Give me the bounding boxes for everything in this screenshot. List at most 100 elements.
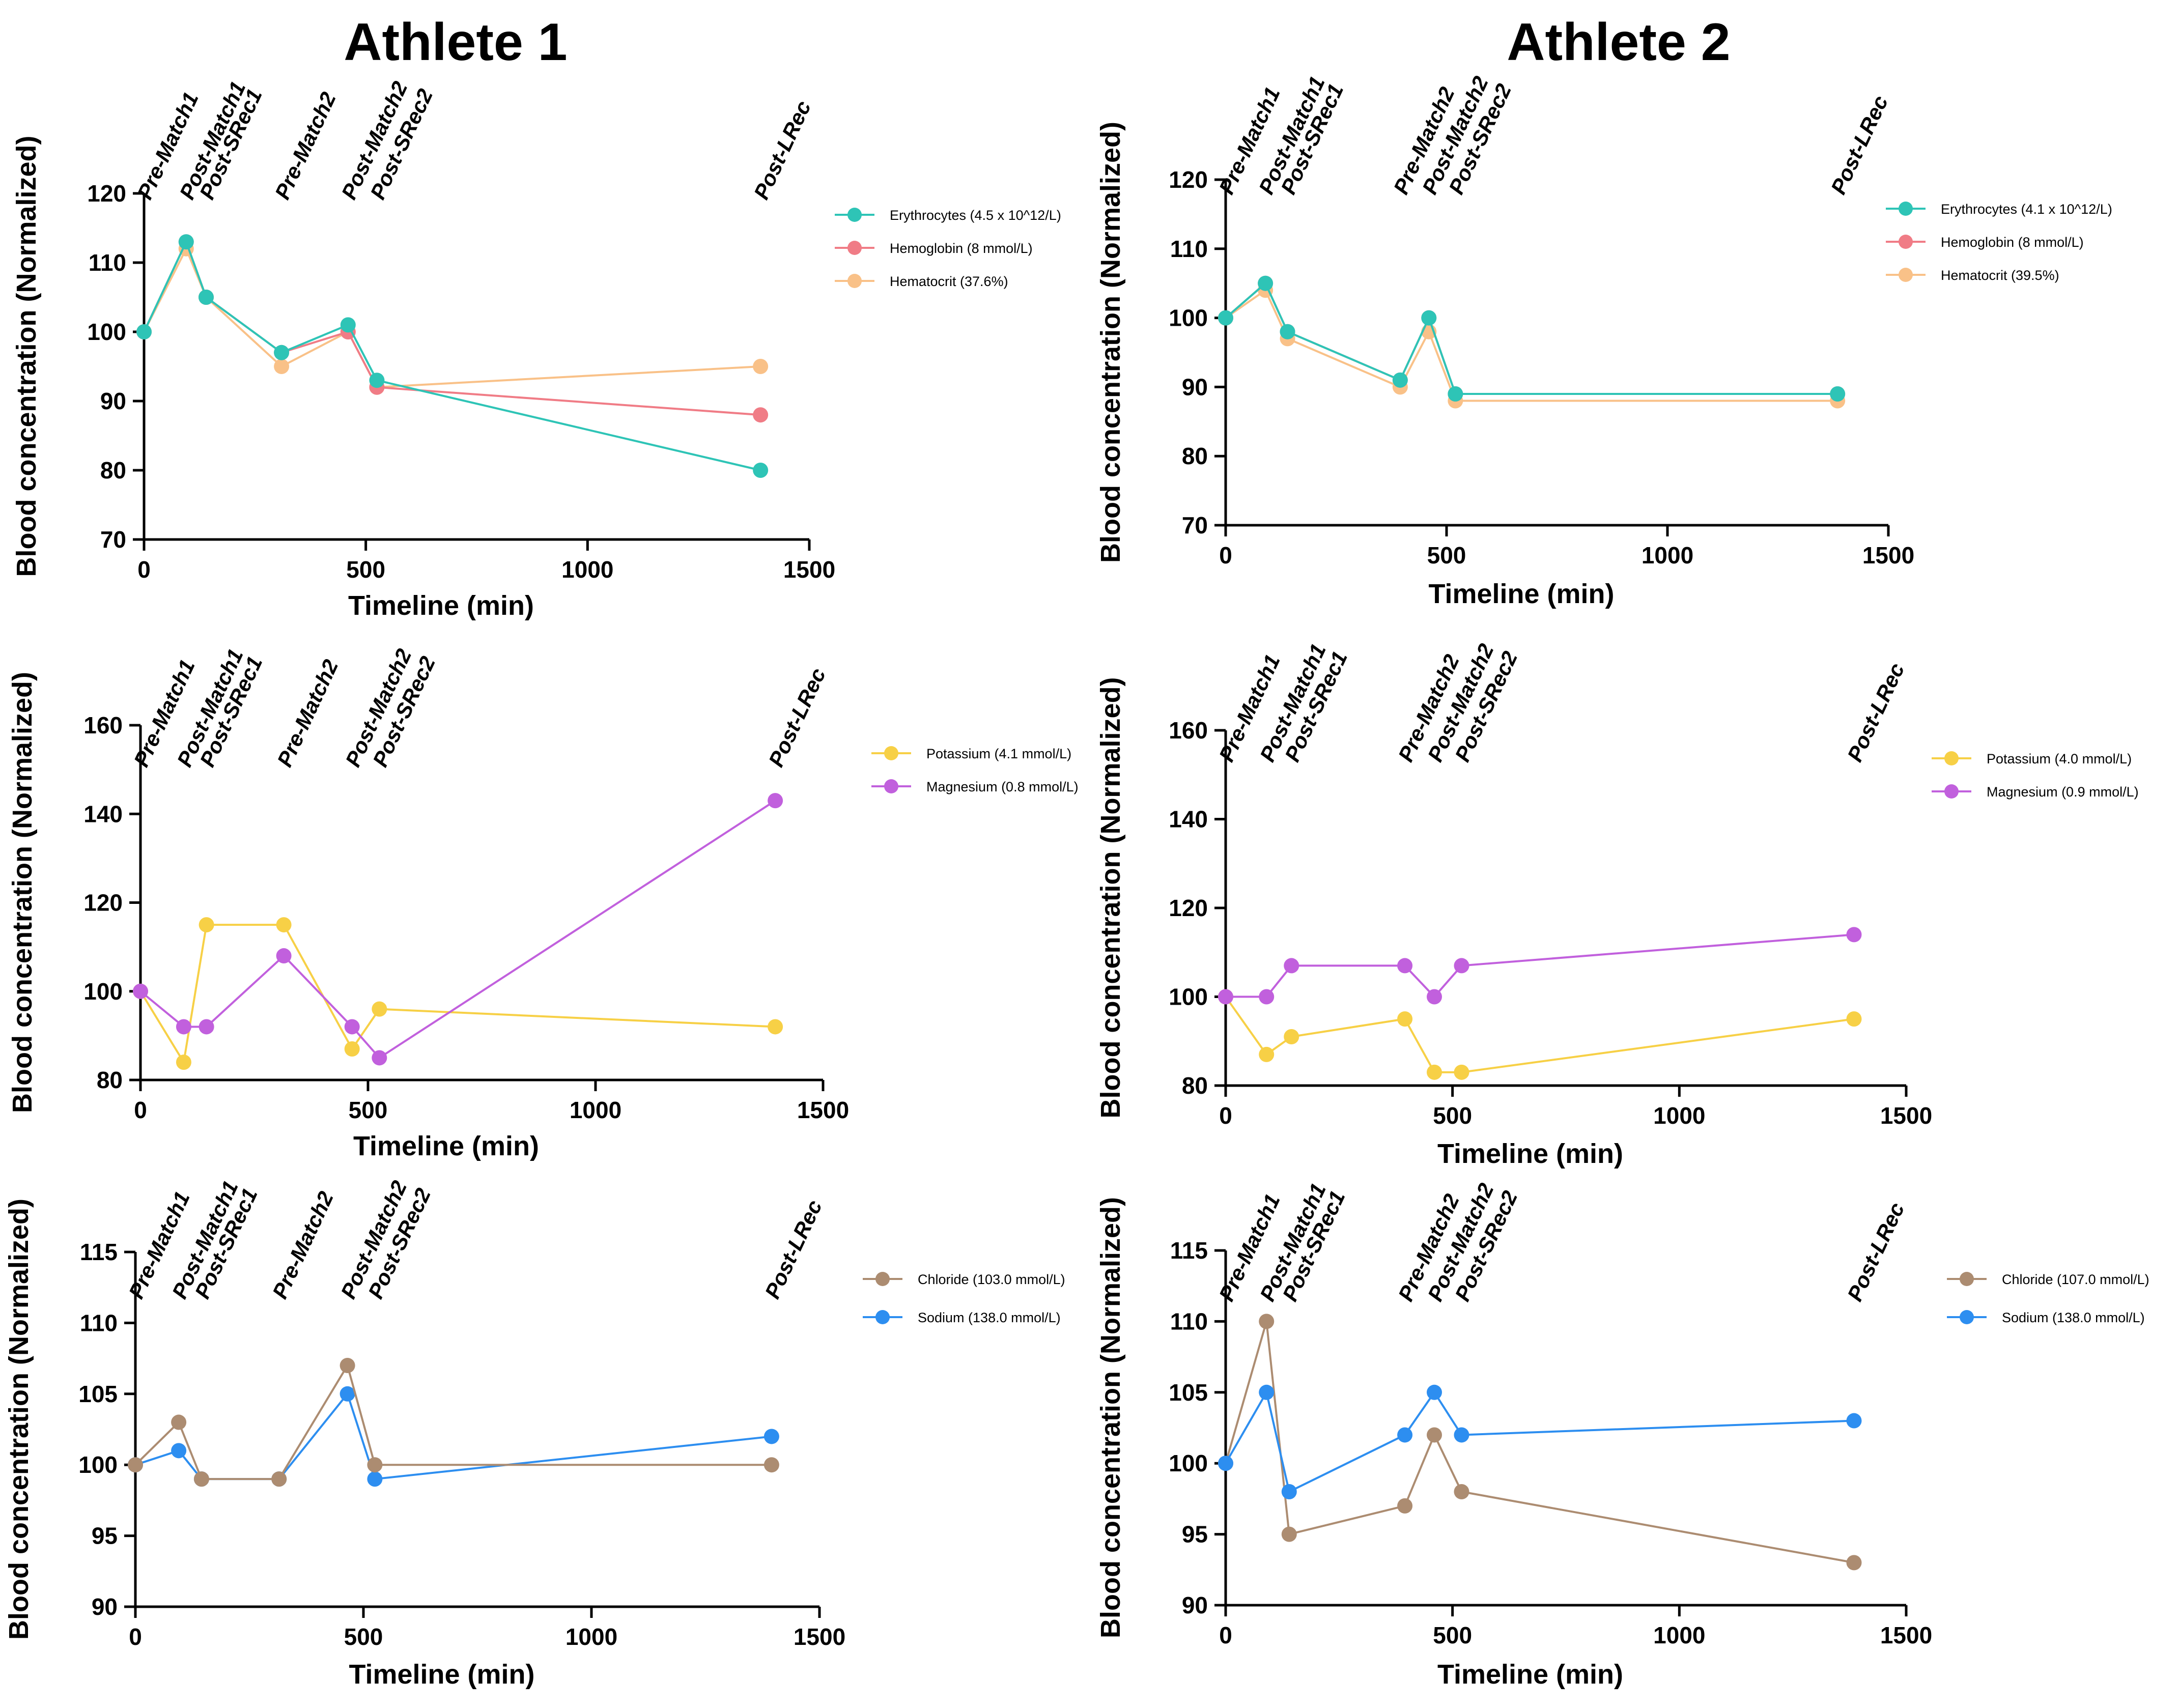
legend-marker-hematocrit: [847, 274, 862, 288]
y-tick-label: 80: [97, 1067, 123, 1093]
timepoint-label: Pre-Match2: [270, 89, 341, 203]
x-axis-title: Timeline (min): [1428, 579, 1614, 609]
legend-marker-erythrocytes: [1899, 202, 1913, 216]
data-point-magnesium: [1259, 989, 1275, 1005]
series-line-magnesium: [1226, 933, 1854, 999]
y-tick-label: 90: [92, 1593, 118, 1620]
data-point-erythrocytes: [178, 234, 194, 250]
legend-marker-erythrocytes: [847, 208, 862, 222]
x-tick-label: 0: [1219, 542, 1232, 568]
data-point-hematocrit: [274, 359, 290, 374]
data-point-potassium: [1259, 1046, 1275, 1062]
data-point-magnesium: [1454, 958, 1469, 974]
legend-marker-chloride: [875, 1272, 890, 1286]
legend-label-sodium: Sodium (138.0 mmol/L): [918, 1310, 1061, 1325]
y-tick-label: 140: [1169, 806, 1208, 833]
data-point-chloride: [128, 1457, 143, 1473]
legend-label-hematocrit: Hematocrit (39.5%): [1941, 268, 2059, 283]
legend-marker-sodium: [1960, 1310, 1974, 1324]
y-axis-title: Blood concentration (Normalized): [7, 672, 38, 1113]
legend-marker-hematocrit: [1899, 268, 1913, 282]
data-point-potassium: [372, 1001, 387, 1017]
data-point-sodium: [1281, 1484, 1297, 1499]
data-point-magnesium: [1846, 927, 1862, 943]
data-point-magnesium: [372, 1050, 387, 1066]
series-line-hematocrit: [143, 246, 761, 388]
y-axis-title: Blood concentration (Normalized): [1095, 1197, 1126, 1638]
data-point-magnesium: [1427, 989, 1442, 1005]
data-point-erythrocytes: [1421, 310, 1437, 326]
legend-label-magnesium: Magnesium (0.9 mmol/L): [1987, 784, 2139, 800]
data-point-erythrocytes: [1448, 386, 1463, 402]
x-tick-label: 0: [1219, 1102, 1232, 1129]
x-axis-title: Timeline (min): [1437, 1659, 1623, 1690]
y-tick-label: 100: [1169, 305, 1208, 331]
data-point-chloride: [1427, 1427, 1442, 1443]
legend-label-hemoglobin: Hemoglobin (8 mmol/L): [890, 241, 1033, 256]
legend-marker-potassium: [884, 746, 898, 760]
chart-panel-a2-electrolytes-nacl: 90 95 100 105 110 115 0 500 1000 1500 Timeline (mi…: [1095, 1180, 2149, 1690]
y-tick-label: 95: [1182, 1521, 1208, 1548]
y-tick-label: 95: [92, 1523, 118, 1549]
y-axis-title: Blood concentration (Normalized): [1095, 122, 1126, 563]
legend-marker-hemoglobin: [847, 241, 862, 255]
y-axis-title: Blood concentration (Normalized): [4, 1199, 34, 1640]
data-point-sodium: [1259, 1384, 1275, 1400]
y-tick-label: 105: [1169, 1379, 1208, 1406]
timepoint-label: Post-LRec: [1843, 660, 1909, 765]
data-point-erythrocytes: [1218, 310, 1233, 326]
data-point-potassium: [176, 1055, 191, 1070]
athlete-2-header: Athlete 2: [1507, 13, 1730, 72]
data-point-sodium: [1218, 1456, 1233, 1471]
legend-marker-magnesium: [1944, 784, 1959, 799]
chart-panel-a1-electrolytes-km: 80 100 120 140 160 0 500 1000 1500 Timeline (min)…: [7, 645, 1079, 1161]
y-tick-label: 160: [1169, 717, 1208, 744]
series-line-hemoglobin: [143, 239, 761, 416]
legend-marker-sodium: [875, 1310, 890, 1324]
legend-label-hematocrit: Hematocrit (37.6%): [890, 274, 1008, 289]
x-tick-label: 1000: [565, 1624, 617, 1650]
data-point-potassium: [199, 917, 214, 933]
y-tick-label: 120: [83, 890, 123, 916]
data-point-magnesium: [1397, 958, 1413, 974]
series-line-potassium: [1225, 996, 1854, 1073]
y-tick-label: 90: [100, 388, 126, 414]
y-tick-label: 100: [87, 319, 126, 345]
data-point-chloride: [1397, 1498, 1413, 1514]
data-point-chloride: [171, 1414, 187, 1430]
data-point-magnesium: [768, 793, 783, 809]
x-tick-label: 500: [346, 556, 385, 583]
series-line-chloride: [1225, 1321, 1854, 1564]
y-tick-label: 80: [100, 457, 126, 483]
data-point-erythrocytes: [369, 373, 385, 388]
timepoint-label: Post-LRec: [1826, 92, 1892, 198]
chart-panel-a1-blood-cells: 70 80 90 100 110 120 0 500 1000 1500 Timeline (min…: [11, 78, 1061, 621]
data-point-erythrocytes: [136, 324, 152, 339]
legend-label-potassium: Potassium (4.1 mmol/L): [926, 746, 1071, 761]
data-point-magnesium: [176, 1019, 191, 1035]
legend-marker-hemoglobin: [1899, 235, 1913, 249]
x-axis-title: Timeline (min): [349, 1659, 534, 1690]
data-point-erythrocytes: [1830, 386, 1846, 402]
x-tick-label: 1500: [1880, 1622, 1932, 1648]
timepoint-label: Pre-Match2: [268, 1188, 338, 1302]
y-tick-label: 110: [1170, 236, 1208, 262]
y-tick-label: 100: [1169, 984, 1208, 1010]
data-point-erythrocytes: [1392, 372, 1408, 388]
x-axis-title: Timeline (min): [353, 1131, 539, 1161]
data-point-hematocrit: [753, 359, 769, 374]
y-tick-label: 120: [1169, 166, 1208, 193]
series-line-chloride: [134, 1363, 772, 1481]
data-point-chloride: [1846, 1555, 1862, 1571]
data-point-potassium: [1454, 1064, 1469, 1080]
x-tick-label: 1500: [797, 1097, 849, 1123]
data-point-erythrocytes: [274, 345, 290, 360]
legend-marker-potassium: [1944, 751, 1959, 765]
x-tick-label: 500: [1433, 1622, 1472, 1648]
x-tick-label: 1000: [1653, 1622, 1705, 1648]
y-tick-label: 110: [1170, 1308, 1208, 1334]
data-point-chloride: [339, 1358, 355, 1374]
y-tick-label: 80: [1182, 443, 1208, 469]
